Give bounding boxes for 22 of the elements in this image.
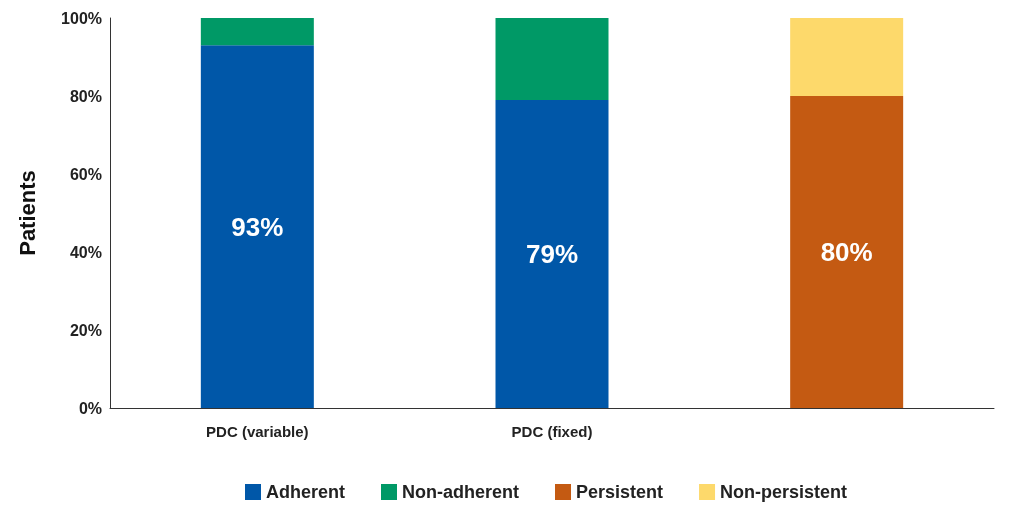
x-tick-label: PDC (variable)	[206, 423, 309, 440]
y-axis-title: Patients	[14, 170, 40, 256]
data-label: 93%	[231, 211, 284, 242]
y-tick-label: 40%	[69, 243, 102, 261]
legend-label: Non-adherent	[402, 482, 520, 502]
legend-label: Adherent	[266, 482, 346, 502]
legend-label: Persistent	[576, 482, 664, 502]
y-tick-label: 100%	[61, 9, 102, 27]
bar	[495, 18, 609, 100]
data-label: 80%	[820, 237, 873, 267]
data-label: 79%	[525, 238, 579, 269]
legend-label: Non-persistent	[720, 482, 848, 502]
y-tick-label: 60%	[69, 165, 102, 183]
bar	[200, 18, 314, 46]
bar	[495, 99, 609, 408]
y-tick-label: 80%	[69, 87, 102, 105]
bar	[790, 96, 904, 408]
bar	[790, 18, 904, 96]
x-tick-label: PDC (fixed)	[511, 423, 593, 440]
bar	[200, 45, 314, 408]
y-tick-label: 20%	[69, 321, 102, 339]
y-tick-label: 0%	[78, 399, 102, 417]
